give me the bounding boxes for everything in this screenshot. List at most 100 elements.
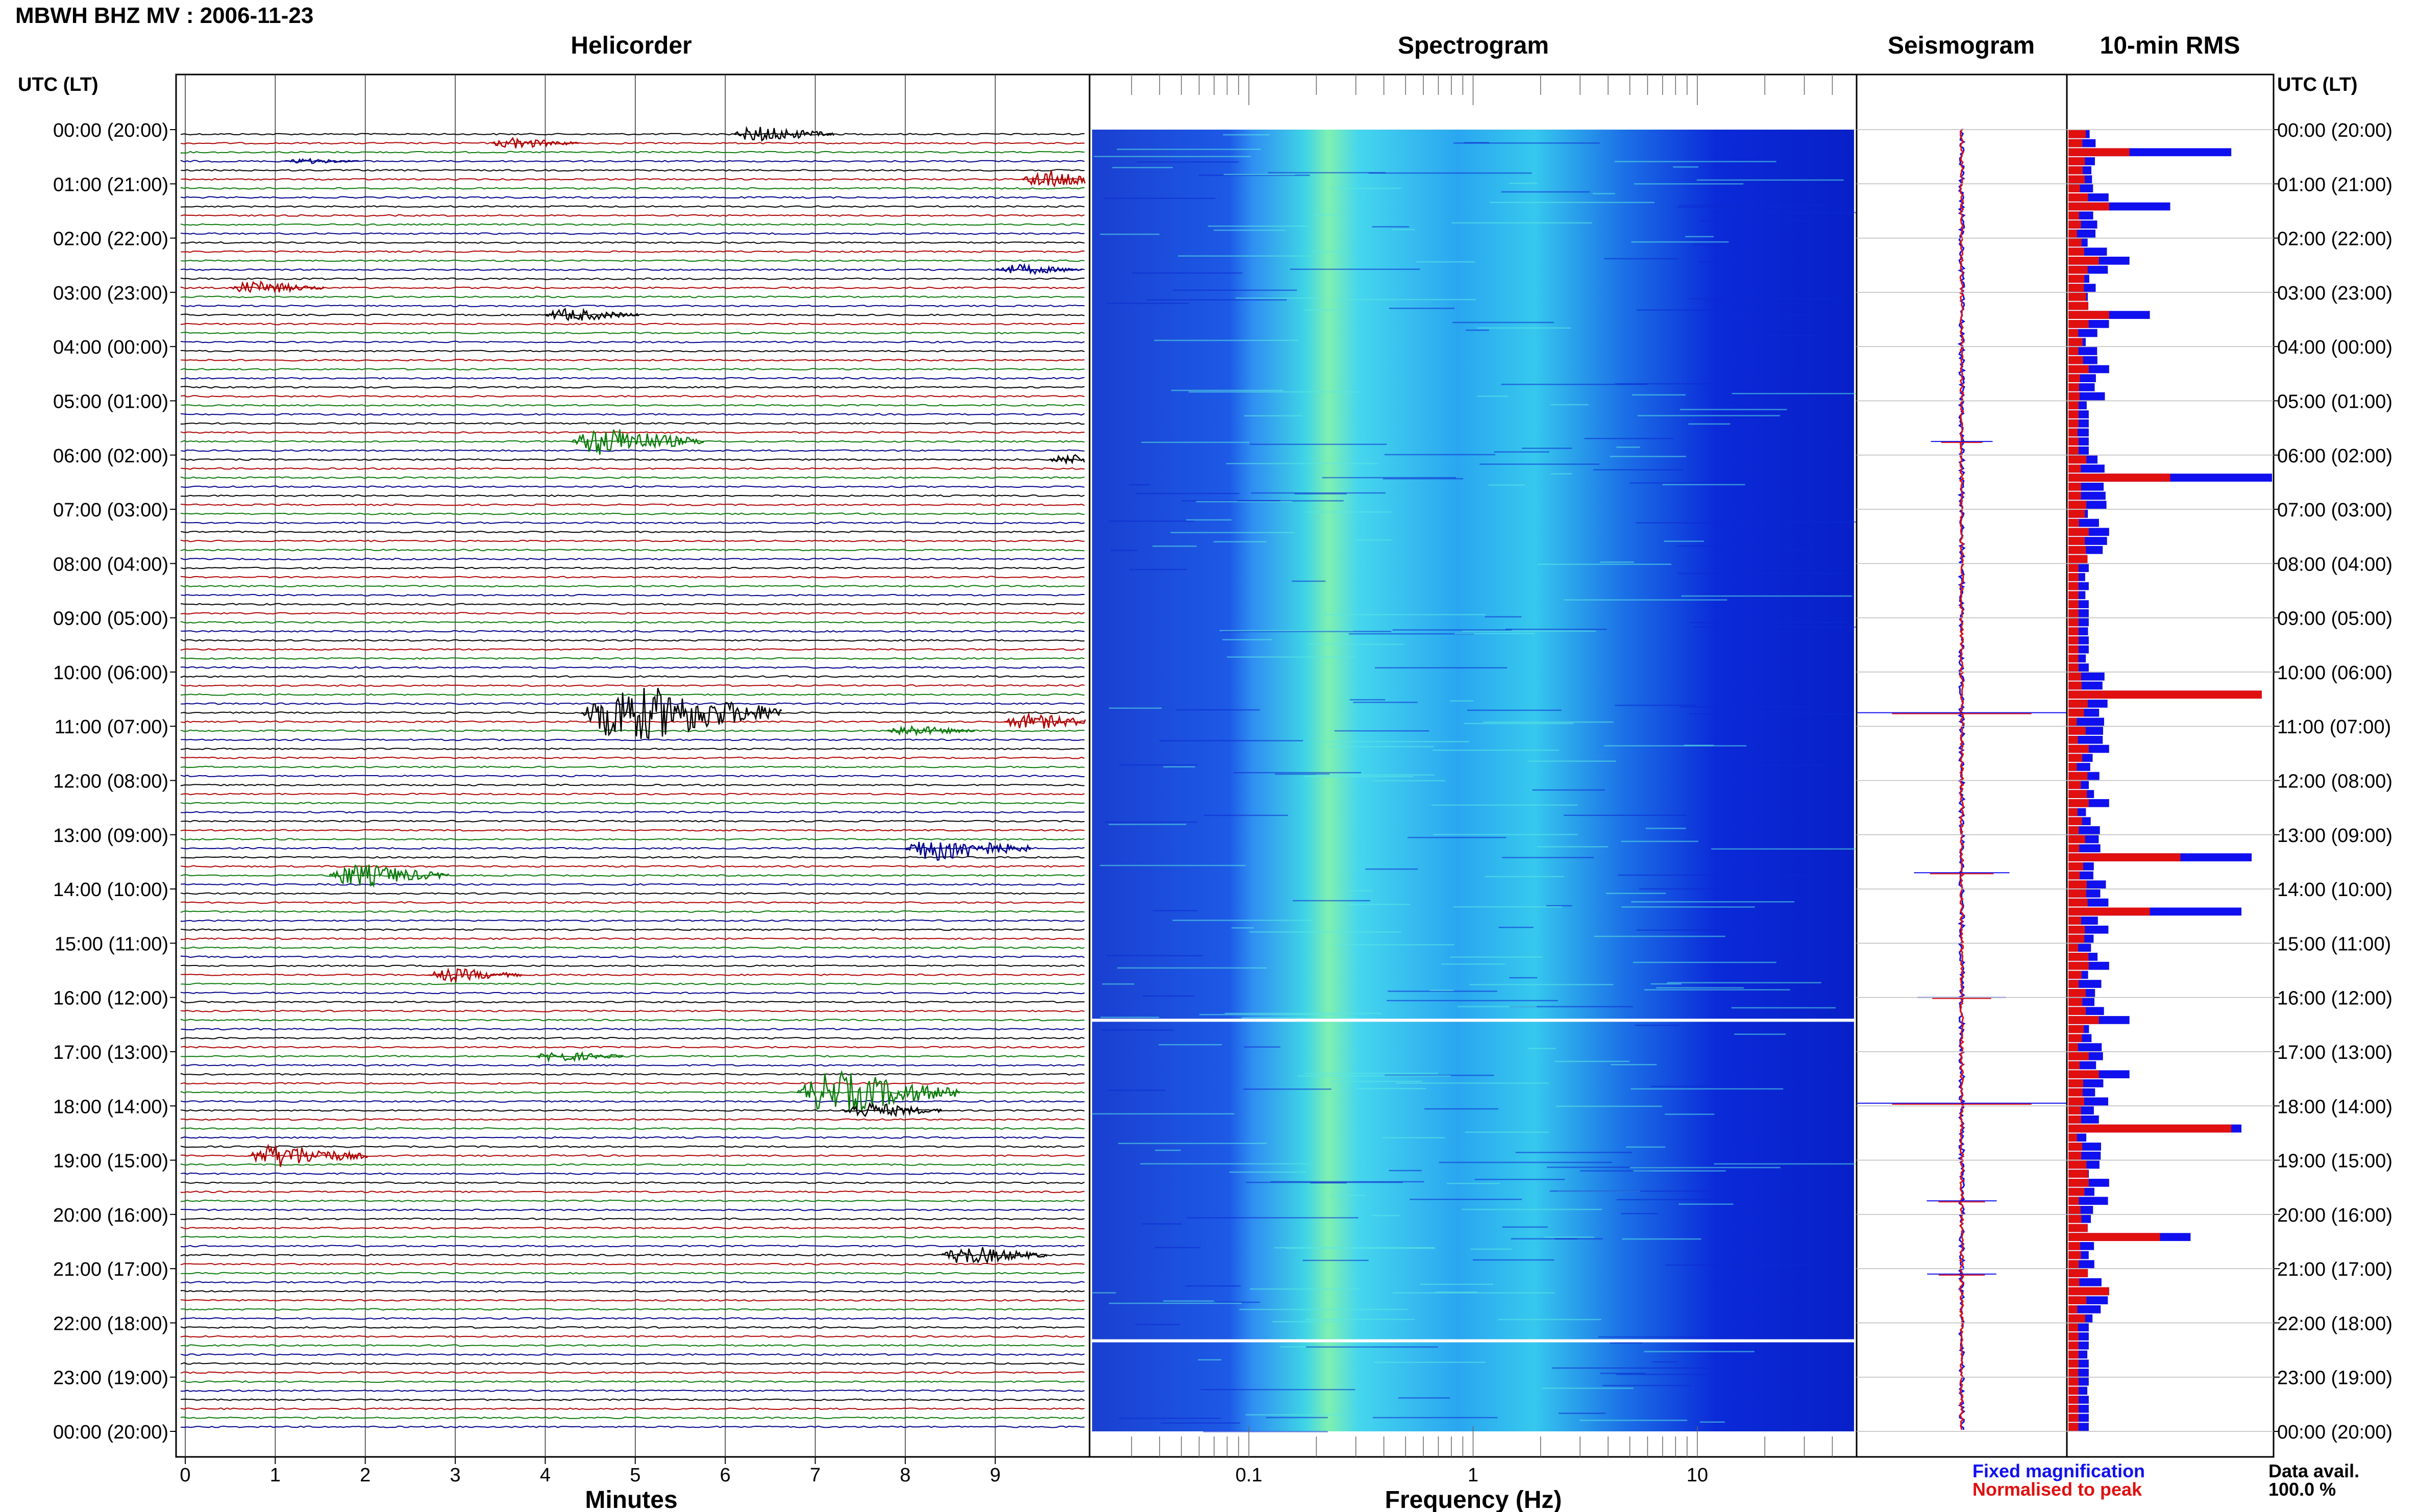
rms-bar-normalised xyxy=(2068,1260,2079,1269)
helicorder-trace xyxy=(181,539,1085,542)
spectrogram-streak xyxy=(1142,1223,1182,1225)
helicorder-trace xyxy=(181,946,1085,949)
helicorder-trace xyxy=(181,648,1085,651)
spectrogram-streak xyxy=(1372,780,1445,782)
rms-panel xyxy=(2066,73,2275,1458)
rms-bar-normalised xyxy=(2068,889,2086,898)
rms-bar-normalised xyxy=(2068,1350,2079,1359)
rms-bar-normalised xyxy=(2068,763,2077,771)
helicorder-trace xyxy=(181,332,1085,335)
seismogram-normalised-trace xyxy=(1959,129,1965,1430)
rms-bar-normalised xyxy=(2068,338,2083,346)
spectrogram-streak xyxy=(1688,423,1731,425)
helicorder-trace xyxy=(181,178,1085,181)
helicorder-trace xyxy=(181,1371,1085,1374)
rms-bar-normalised xyxy=(2068,1368,2079,1377)
rms-bar-normalised xyxy=(2068,401,2079,410)
spectrogram-streak xyxy=(1650,983,1682,985)
helicorder-trace xyxy=(181,1055,1084,1058)
spectrogram-streak xyxy=(1185,1285,1241,1287)
spectrogram-streak xyxy=(1680,706,1808,708)
spectrogram-streak xyxy=(1546,905,1572,907)
time-label-right: 06:00 (02:00) xyxy=(2277,445,2392,467)
rms-bar-normalised xyxy=(2068,817,2082,826)
rms-bar-normalised xyxy=(2068,1224,2088,1232)
rms-bar-normalised xyxy=(2068,1323,2078,1332)
spectrogram-streak xyxy=(1275,773,1330,775)
helicorder-trace xyxy=(181,892,1085,895)
spectrogram-streak xyxy=(1324,614,1486,615)
spectrogram-streak xyxy=(1639,888,1720,890)
minute-tick-label: 0 xyxy=(180,1465,190,1486)
rms-bar-normalised xyxy=(2068,1178,2089,1187)
spectrogram-title: Spectrogram xyxy=(1397,32,1549,59)
spectrogram-streak xyxy=(1171,389,1283,391)
spectrogram-streak xyxy=(1689,622,1849,624)
spectrogram-streak xyxy=(1580,1170,1651,1172)
spectrogram-streak xyxy=(1611,1064,1657,1065)
spectrogram-streak xyxy=(1246,1181,1403,1183)
helicorder-trace xyxy=(181,982,1085,985)
spectrogram-streak xyxy=(1241,1017,1359,1019)
spectrogram-streak xyxy=(1207,225,1310,227)
helicorder-event xyxy=(284,158,360,164)
spectrogram-streak xyxy=(1229,1171,1307,1173)
rms-bar-normalised xyxy=(2068,898,2088,907)
spectrogram-streak xyxy=(1388,990,1497,992)
spectrogram-streak xyxy=(1549,1190,1710,1192)
time-label-right: 13:00 (09:00) xyxy=(2277,825,2392,847)
rms-bar-normalised xyxy=(2068,455,2087,464)
helicorder-event xyxy=(572,429,704,455)
spectrogram-streak xyxy=(1146,299,1287,301)
helicorder-event xyxy=(329,864,450,888)
spectrogram-streak xyxy=(1294,493,1347,494)
helicorder-trace xyxy=(181,1163,1085,1166)
spectrogram-streak xyxy=(1349,699,1386,701)
spectrogram-streak xyxy=(1186,1217,1359,1219)
spectrogram-streak xyxy=(1372,1417,1498,1419)
spectrogram-streak xyxy=(1163,766,1195,767)
spectrogram-streak xyxy=(1673,166,1698,168)
spectrogram-streak xyxy=(1532,789,1605,791)
rms-bar-normalised xyxy=(2068,365,2089,374)
spectrogram-streak xyxy=(1119,764,1198,766)
rms-bar-normalised xyxy=(2068,1332,2079,1341)
spectrogram-streak xyxy=(1616,1199,1710,1201)
helicorder-trace xyxy=(181,133,1085,136)
helicorder-trace xyxy=(181,1425,1085,1428)
helicorder-trace xyxy=(181,549,1085,552)
spectrogram-streak xyxy=(1626,1146,1666,1148)
rms-bar-normalised xyxy=(2068,672,2081,681)
spectrogram-streak xyxy=(1304,1073,1438,1074)
spectrogram-streak xyxy=(1527,1048,1556,1049)
helicorder-event xyxy=(545,307,639,321)
helicorder-trace xyxy=(181,268,1085,271)
helicorder-event xyxy=(1049,454,1085,465)
rms-bar-normalised xyxy=(2068,871,2080,880)
helicorder-trace xyxy=(181,196,1085,199)
rms-bar-normalised xyxy=(2068,636,2079,645)
spectrogram-streak xyxy=(1108,824,1187,825)
spectrogram-streak xyxy=(1330,1080,1422,1082)
spectrogram-streak xyxy=(1631,901,1794,903)
spectrogram-streak xyxy=(1544,1236,1594,1238)
spectrogram-streak xyxy=(1135,1324,1180,1325)
spectrogram-streak xyxy=(1604,745,1747,747)
spectrogram-streak xyxy=(1198,175,1310,176)
spectrogram-streak xyxy=(1392,229,1415,231)
helicorder-event xyxy=(842,1102,943,1118)
spectrogram-streak xyxy=(1416,261,1475,263)
helicorder-trace xyxy=(181,404,1085,407)
spectrogram-streak xyxy=(1615,383,1714,385)
rms-bar-normalised xyxy=(2068,808,2078,816)
helicorder-trace xyxy=(181,530,1085,533)
time-label-left: 13:00 (09:00) xyxy=(53,825,168,847)
spectrogram-streak xyxy=(1594,935,1725,937)
helicorder-trace xyxy=(181,810,1085,814)
spectrogram-streak xyxy=(1104,821,1198,823)
spectrogram-streak xyxy=(1109,1302,1242,1304)
rms-bar-fixed xyxy=(2068,717,2104,726)
spectrogram-streak xyxy=(1334,299,1476,301)
spectrogram-streak xyxy=(1107,1089,1166,1091)
helicorder-trace xyxy=(181,359,1085,362)
